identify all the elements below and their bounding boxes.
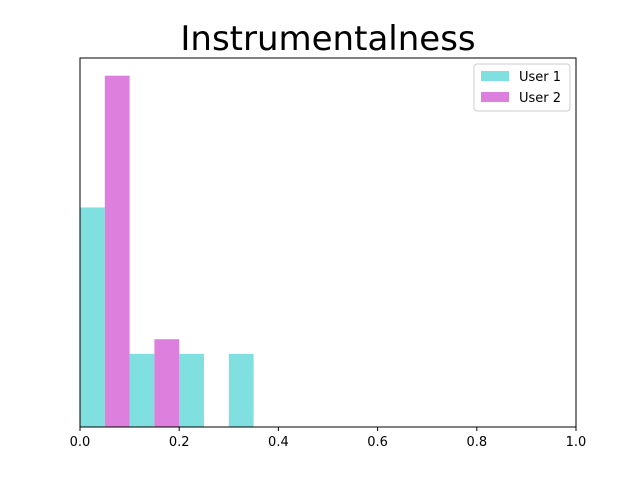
legend-swatch — [481, 92, 509, 102]
plot-frame — [79, 57, 577, 428]
x-tick-label: 1.0 — [566, 435, 587, 450]
legend-label: User 1 — [519, 70, 561, 85]
x-axis: 0.0 0.2 0.4 0.6 0.8 1.0 — [70, 427, 587, 450]
bar-user-2-bin-1 — [154, 339, 180, 427]
bars-group — [80, 75, 254, 427]
x-tick-label: 0.2 — [169, 435, 190, 450]
chart-title: Instrumentalness — [180, 19, 475, 59]
legend-swatch — [481, 71, 509, 81]
x-tick-label: 0.4 — [268, 435, 289, 450]
legend: User 1 User 2 — [473, 63, 571, 112]
x-tick-label: 0.6 — [367, 435, 388, 450]
bar-user-1-bin-1 — [129, 353, 155, 427]
x-tick-label: 0.0 — [70, 435, 91, 450]
bar-user-1-bin-0 — [80, 207, 105, 427]
bar-user-1-bin-3 — [228, 353, 254, 427]
bar-user-1-bin-2 — [179, 353, 204, 427]
legend-label: User 2 — [519, 91, 561, 106]
x-tick-label: 0.8 — [466, 435, 487, 450]
bar-user-2-bin-0 — [104, 75, 130, 427]
